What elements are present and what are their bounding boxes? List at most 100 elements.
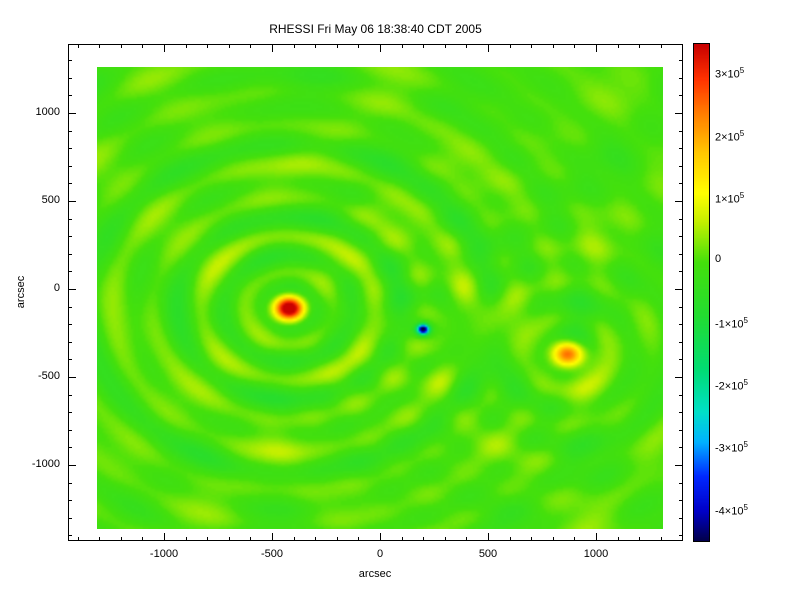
y-minor-tick	[68, 483, 72, 484]
colorbar-tick-label: -1×105	[715, 315, 748, 331]
x-minor-tick	[78, 537, 79, 541]
x-minor-tick	[553, 44, 554, 48]
y-minor-tick	[679, 342, 683, 343]
x-minor-tick	[661, 44, 662, 48]
y-minor-tick	[68, 500, 72, 501]
x-minor-tick	[121, 44, 122, 48]
x-minor-tick	[250, 44, 251, 48]
x-minor-tick	[294, 537, 295, 541]
x-minor-tick	[445, 44, 446, 48]
y-minor-tick	[68, 395, 72, 396]
y-tick-label: -1000	[31, 458, 60, 470]
x-major-tick	[596, 44, 597, 52]
x-minor-tick	[445, 537, 446, 541]
y-tick-label: -500	[37, 370, 60, 382]
x-minor-tick	[639, 44, 640, 48]
y-minor-tick	[68, 271, 72, 272]
y-major-tick	[675, 113, 683, 114]
x-major-tick	[164, 44, 165, 52]
colorbar-tick-label: -4×105	[715, 502, 748, 518]
x-tick-label: 0	[376, 548, 384, 560]
x-major-tick	[380, 44, 381, 52]
y-minor-tick	[68, 447, 72, 448]
y-tick-label: 1000	[35, 106, 60, 118]
y-minor-tick	[679, 95, 683, 96]
y-minor-tick	[68, 307, 72, 308]
colorbar-tick-label: 3×105	[715, 66, 745, 81]
y-minor-tick	[68, 518, 72, 519]
x-minor-tick	[186, 44, 187, 48]
y-minor-tick	[679, 78, 683, 79]
x-minor-tick	[294, 44, 295, 48]
y-minor-tick	[679, 359, 683, 360]
y-minor-tick	[679, 447, 683, 448]
y-minor-tick	[679, 254, 683, 255]
x-tick-label: 1000	[583, 548, 609, 560]
y-major-tick	[68, 289, 76, 290]
colorbar-tick-label: -2×105	[715, 378, 748, 393]
colorbar-tick-label: -3×105	[715, 440, 748, 456]
y-minor-tick	[68, 236, 72, 237]
x-minor-tick	[531, 537, 532, 541]
x-minor-tick	[466, 537, 467, 541]
x-minor-tick	[142, 44, 143, 48]
y-minor-tick	[679, 518, 683, 519]
x-minor-tick	[315, 44, 316, 48]
colorbar-tick-label: 0	[715, 253, 722, 266]
y-minor-tick	[679, 60, 683, 61]
x-minor-tick	[639, 537, 640, 541]
y-minor-tick	[679, 535, 683, 536]
y-minor-tick	[68, 359, 72, 360]
x-tick-label: -1000	[149, 548, 179, 560]
colorbar-tick-label: 2×105	[715, 128, 745, 144]
x-minor-tick	[337, 44, 338, 48]
y-minor-tick	[68, 412, 72, 413]
y-minor-tick	[68, 131, 72, 132]
y-minor-tick	[68, 430, 72, 431]
y-minor-tick	[68, 95, 72, 96]
y-tick-label: 500	[41, 194, 60, 206]
heatmap-canvas	[97, 67, 663, 529]
x-minor-tick	[510, 44, 511, 48]
y-minor-tick	[679, 500, 683, 501]
y-major-tick	[675, 465, 683, 466]
y-major-tick	[675, 289, 683, 290]
y-minor-tick	[679, 183, 683, 184]
x-minor-tick	[574, 44, 575, 48]
x-major-tick	[380, 533, 381, 541]
x-major-tick	[596, 533, 597, 541]
x-minor-tick	[78, 44, 79, 48]
colorbar-gradient	[694, 44, 709, 541]
y-minor-tick	[68, 166, 72, 167]
x-major-tick	[488, 44, 489, 52]
y-major-tick	[68, 377, 76, 378]
x-minor-tick	[402, 44, 403, 48]
x-minor-tick	[466, 44, 467, 48]
y-minor-tick	[679, 219, 683, 220]
y-tick-label: 0	[53, 282, 60, 294]
y-minor-tick	[679, 483, 683, 484]
y-minor-tick	[679, 324, 683, 325]
y-minor-tick	[68, 183, 72, 184]
y-minor-tick	[679, 430, 683, 431]
x-tick-label: -500	[260, 548, 284, 560]
y-minor-tick	[679, 166, 683, 167]
y-minor-tick	[679, 395, 683, 396]
y-minor-tick	[68, 324, 72, 325]
x-minor-tick	[618, 537, 619, 541]
x-major-tick	[272, 44, 273, 52]
y-major-tick	[68, 113, 76, 114]
x-minor-tick	[186, 537, 187, 541]
x-minor-tick	[661, 537, 662, 541]
x-minor-tick	[121, 537, 122, 541]
x-minor-tick	[618, 44, 619, 48]
y-minor-tick	[68, 535, 72, 536]
x-minor-tick	[229, 537, 230, 541]
colorbar	[693, 43, 710, 542]
x-minor-tick	[402, 537, 403, 541]
y-minor-tick	[679, 307, 683, 308]
x-major-tick	[164, 533, 165, 541]
x-major-tick	[272, 533, 273, 541]
x-minor-tick	[358, 44, 359, 48]
colorbar-tick-label: 1×105	[715, 190, 745, 206]
